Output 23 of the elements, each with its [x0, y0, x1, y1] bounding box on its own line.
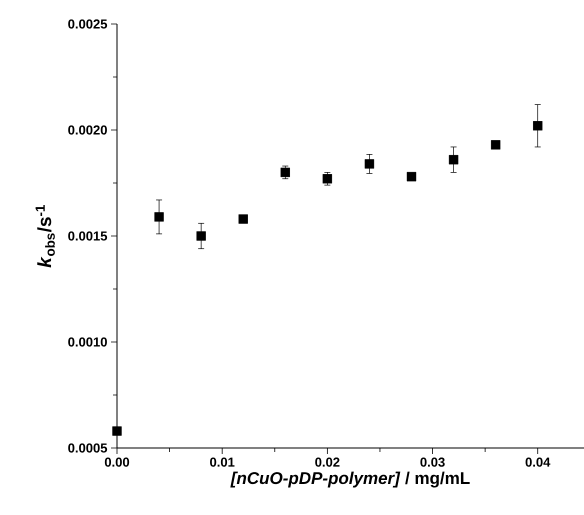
x-tick-label: 0.00	[104, 458, 130, 467]
point	[490, 140, 500, 150]
point	[406, 172, 416, 182]
y-axis-title: k$_{obs}$/s$^{-1}$	[36, 205, 55, 268]
y-tick-label: 0.0010	[68, 337, 107, 347]
x-axis-title: [nCuO-pDP-polymer] / mg/mL	[230, 472, 470, 488]
y-tick-label: 0.0025	[68, 19, 108, 29]
point	[154, 212, 164, 222]
point	[280, 168, 290, 178]
point	[238, 214, 248, 224]
y-tick-label: 0.0015	[68, 231, 108, 241]
point	[322, 174, 332, 184]
point	[448, 154, 458, 164]
x-tick-label: 0.02	[315, 458, 340, 467]
y-tick-label: 0.0005	[68, 443, 108, 453]
x-tick-label: 0.04	[526, 458, 550, 467]
x-tick-label: 0.01	[210, 458, 234, 467]
point	[196, 231, 206, 241]
point	[112, 426, 122, 436]
x-tick-label: 0.03	[420, 458, 445, 467]
point	[364, 159, 374, 169]
y-tick-label: 0.0020	[68, 125, 107, 135]
point	[533, 121, 542, 130]
